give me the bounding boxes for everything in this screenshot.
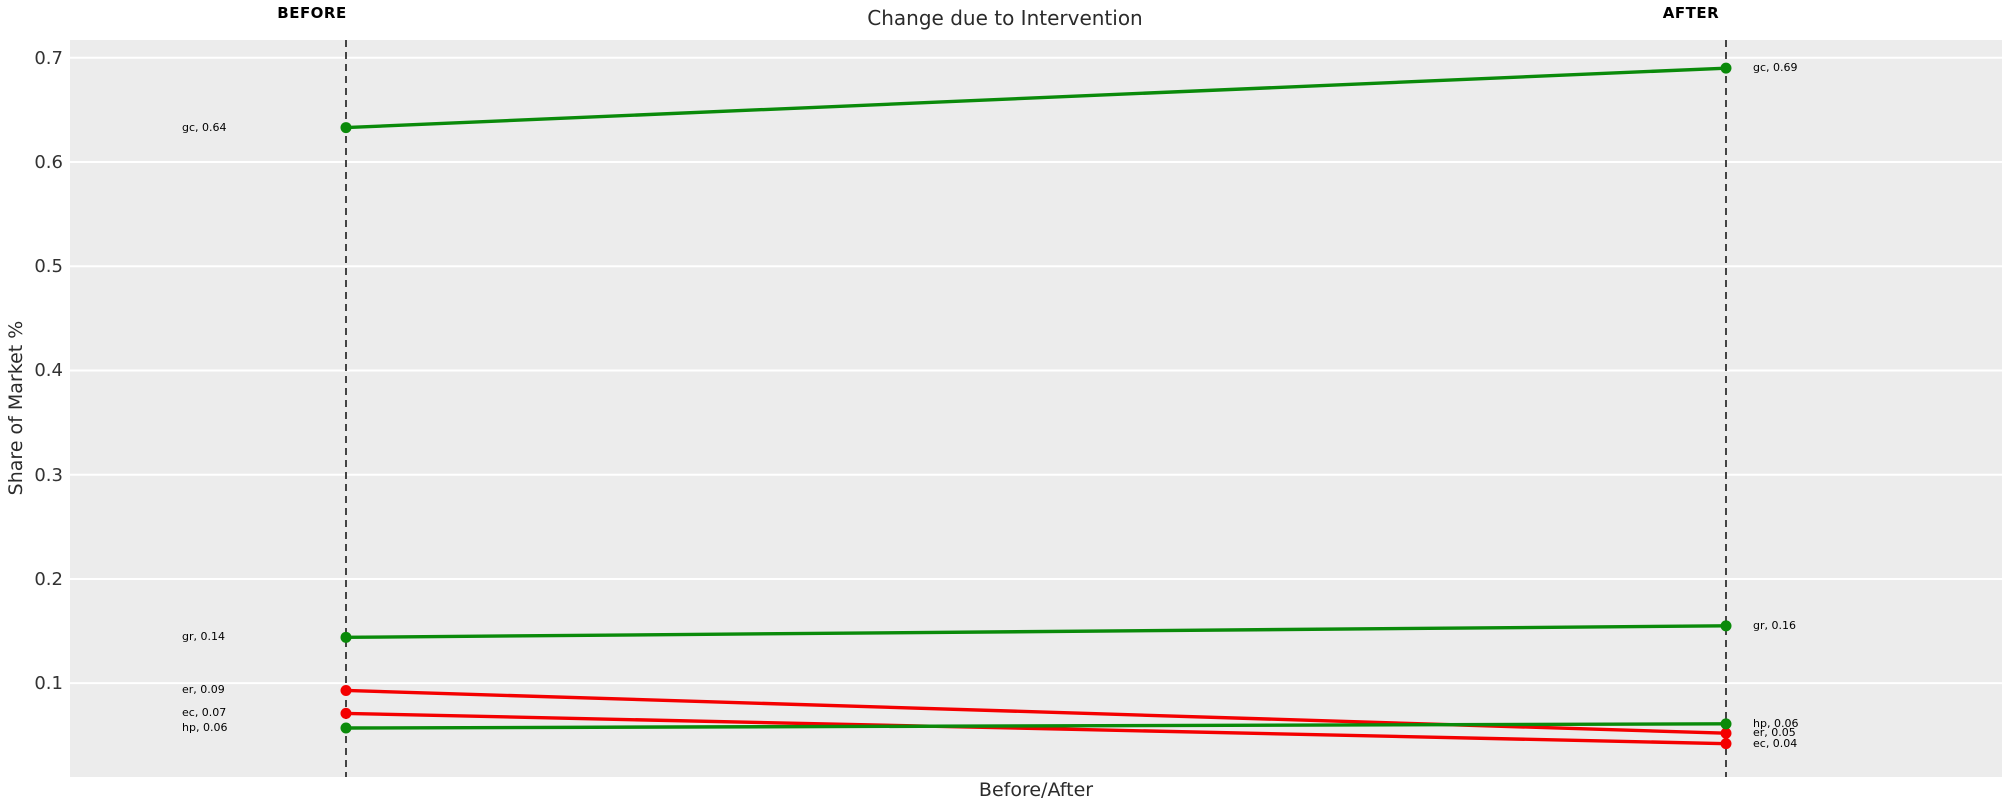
label-hp-before: hp, 0.06 xyxy=(182,721,228,734)
series-line-ec xyxy=(345,711,1727,746)
point-er-before xyxy=(340,684,352,696)
series-line-hp xyxy=(345,722,1727,730)
before-column-header: BEFORE xyxy=(277,4,347,22)
y-tick-label-0.6: 0.6 xyxy=(34,151,63,173)
label-gc-after: gc, 0.69 xyxy=(1753,61,1798,75)
plot-background xyxy=(70,40,2002,777)
y-tick-label-0.5: 0.5 xyxy=(34,256,63,278)
label-gc-before: gc, 0.64 xyxy=(182,120,227,134)
label-ec-after: ec, 0.04 xyxy=(1753,736,1798,750)
y-tick-label-0.1: 0.1 xyxy=(34,673,63,695)
point-ec-after xyxy=(1720,738,1732,750)
point-er-after xyxy=(1720,727,1732,739)
point-gc-after xyxy=(1720,62,1732,74)
label-er-before: er, 0.09 xyxy=(182,683,225,697)
y-tick-label-0.2: 0.2 xyxy=(34,568,63,590)
y-tick-label-0.7: 0.7 xyxy=(34,47,63,69)
series-line-gc xyxy=(345,66,1727,130)
label-er-after: er, 0.05 xyxy=(1753,726,1796,740)
point-hp-after xyxy=(1720,718,1732,730)
x-axis-label: Before/After xyxy=(978,779,1094,801)
series-line-gr xyxy=(345,624,1727,640)
label-gr-after: gr, 0.16 xyxy=(1753,618,1796,632)
label-ec-before: ec, 0.07 xyxy=(182,706,227,720)
chart-title: Change due to Intervention xyxy=(867,6,1143,30)
point-ec-before xyxy=(340,707,352,719)
point-gr-after xyxy=(1720,620,1732,632)
y-tick-label-0.3: 0.3 xyxy=(34,464,63,486)
point-gc-before xyxy=(340,122,352,134)
y-tick-label-0.4: 0.4 xyxy=(34,360,63,382)
point-hp-before xyxy=(340,722,352,734)
point-gr-before xyxy=(340,631,352,643)
after-column-header: AFTER xyxy=(1662,4,1720,22)
label-gr-before: gr, 0.14 xyxy=(182,630,225,644)
label-hp-after: hp, 0.06 xyxy=(1753,716,1799,730)
